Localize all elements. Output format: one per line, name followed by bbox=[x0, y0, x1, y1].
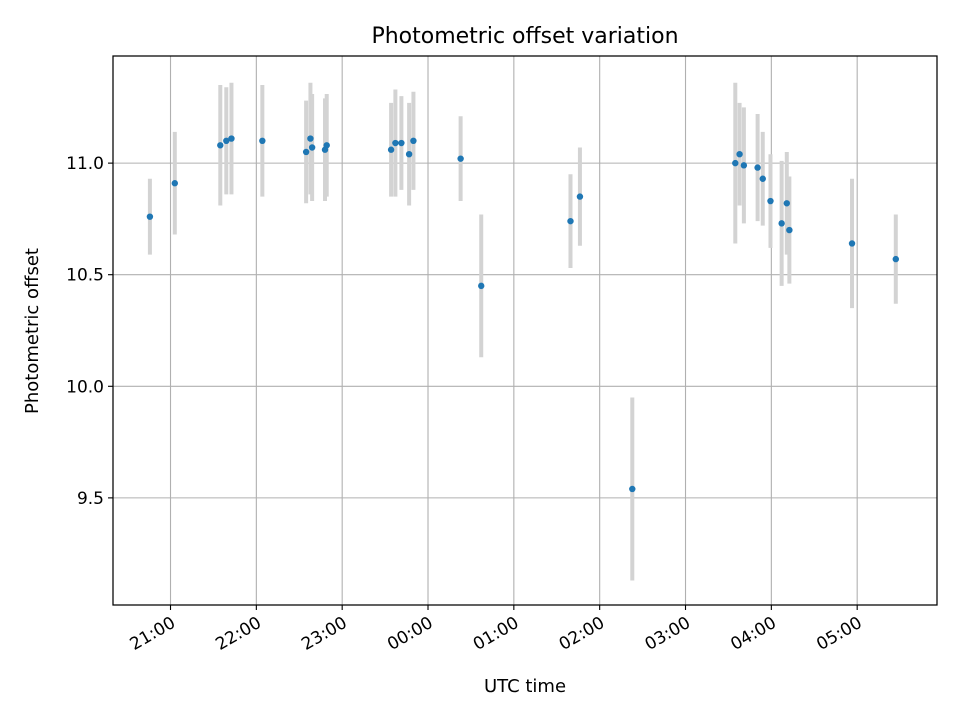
chart-title: Photometric offset variation bbox=[371, 24, 678, 49]
y-tick-label: 11.0 bbox=[66, 154, 104, 174]
data-point bbox=[398, 139, 405, 147]
plot-area-frame bbox=[112, 55, 938, 606]
data-point bbox=[629, 485, 636, 493]
data-point bbox=[223, 137, 230, 145]
data-point bbox=[228, 135, 235, 142]
data-point bbox=[778, 220, 785, 227]
x-axis-label: UTC time bbox=[484, 676, 566, 697]
data-point bbox=[171, 180, 178, 187]
data-point bbox=[732, 159, 739, 167]
data-point bbox=[392, 139, 399, 147]
grid-lines bbox=[113, 56, 937, 605]
data-point bbox=[767, 197, 774, 205]
data-point bbox=[759, 175, 766, 182]
y-tick-label: 9.5 bbox=[77, 489, 104, 509]
data-point bbox=[323, 142, 330, 149]
data-point bbox=[892, 255, 899, 263]
data-point bbox=[848, 240, 856, 247]
data-point bbox=[740, 162, 748, 169]
data-point bbox=[576, 193, 584, 200]
data-point bbox=[307, 135, 314, 142]
y-tick-label: 10.5 bbox=[66, 266, 104, 286]
data-points bbox=[146, 135, 899, 493]
data-point bbox=[754, 164, 761, 171]
data-point bbox=[457, 155, 464, 162]
data-point bbox=[405, 150, 413, 158]
data-point bbox=[478, 282, 485, 290]
data-point bbox=[736, 150, 743, 158]
data-point bbox=[308, 144, 316, 151]
y-axis-ticks: 9.5 10.0 10.5 11.0 bbox=[66, 154, 113, 509]
data-point bbox=[567, 217, 574, 225]
data-point bbox=[410, 137, 417, 145]
data-point bbox=[146, 213, 154, 220]
y-axis-label: Photometric offset bbox=[22, 248, 43, 414]
data-point bbox=[387, 146, 395, 153]
data-point bbox=[302, 148, 310, 156]
data-point bbox=[217, 142, 224, 149]
data-point bbox=[786, 226, 793, 234]
data-point bbox=[783, 200, 790, 207]
y-tick-label: 10.0 bbox=[66, 377, 104, 397]
data-point bbox=[259, 137, 266, 145]
